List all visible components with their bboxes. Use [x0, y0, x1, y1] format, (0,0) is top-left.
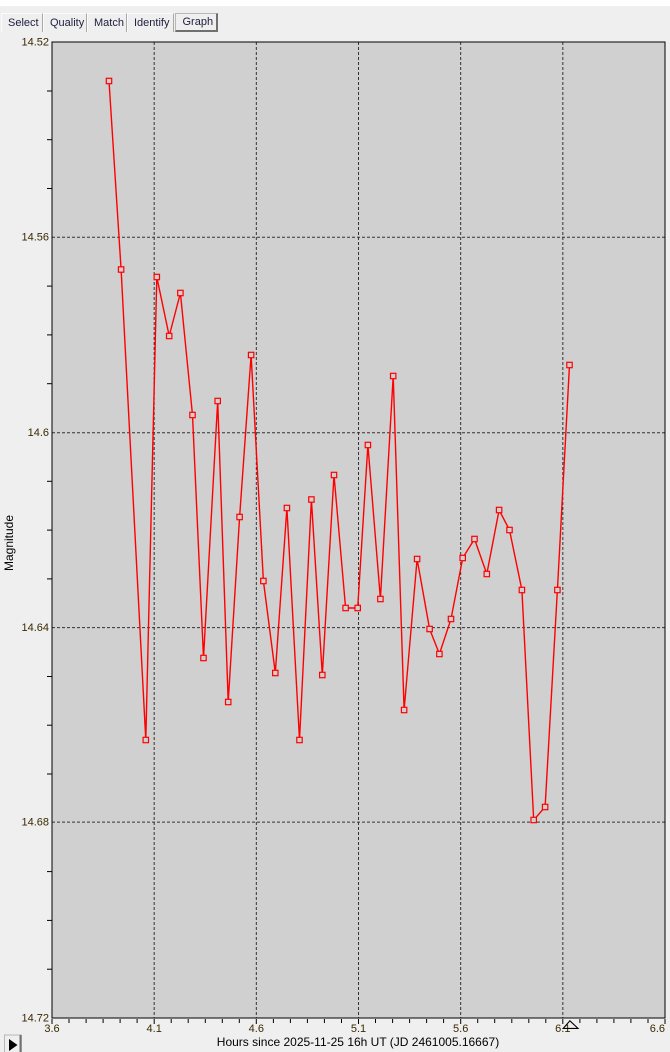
svg-text:5.1: 5.1 [351, 1023, 366, 1035]
svg-text:14.64: 14.64 [21, 622, 49, 634]
svg-text:Magnitude: Magnitude [2, 515, 16, 571]
svg-text:4.1: 4.1 [147, 1023, 162, 1035]
svg-text:6.6: 6.6 [650, 1023, 665, 1035]
svg-text:14.6: 14.6 [28, 427, 49, 439]
svg-text:Hours since 2025-11-25 16h UT: Hours since 2025-11-25 16h UT (JD 246100… [217, 1035, 499, 1049]
svg-text:14.68: 14.68 [21, 817, 49, 829]
svg-text:3.6: 3.6 [44, 1023, 59, 1035]
svg-text:14.56: 14.56 [21, 232, 49, 244]
svg-text:6.1: 6.1 [555, 1023, 570, 1035]
svg-text:14.52: 14.52 [21, 37, 49, 49]
svg-text:4.6: 4.6 [249, 1023, 264, 1035]
svg-text:5.6: 5.6 [453, 1023, 468, 1035]
